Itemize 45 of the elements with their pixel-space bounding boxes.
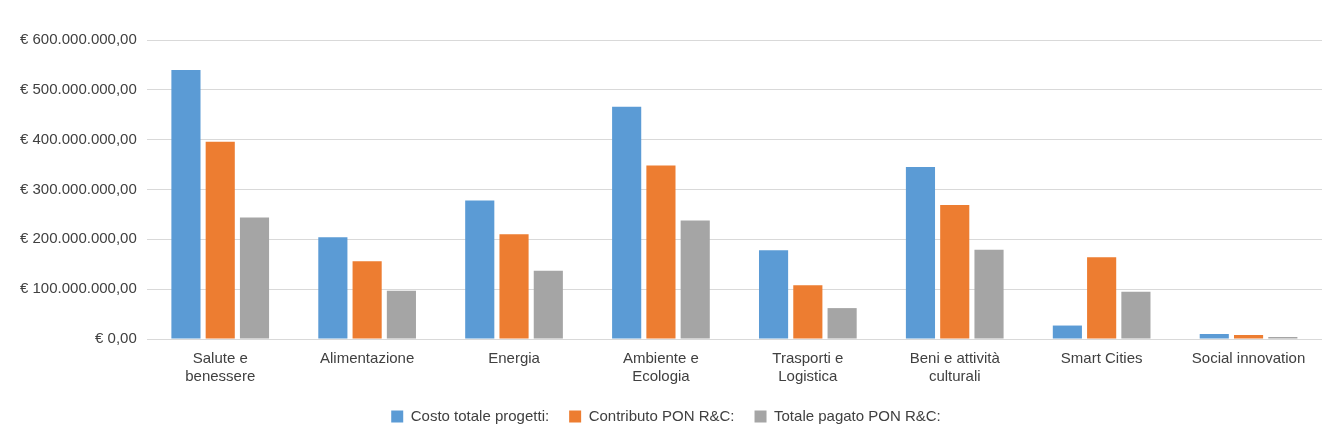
y-tick-label: € 200.000.000,00 <box>20 229 137 247</box>
category-label: Trasporti e <box>772 349 844 367</box>
bar <box>646 165 676 339</box>
legend-label: Totale pagato PON R&C: <box>774 406 941 424</box>
bar <box>205 141 235 339</box>
y-tick-label: € 400.000.000,00 <box>20 129 137 147</box>
y-tick-label: € 600.000.000,00 <box>20 30 137 48</box>
legend-label: Contributo PON R&C: <box>588 406 735 424</box>
category-label: Beni e attività <box>909 349 1000 367</box>
bar <box>759 250 789 339</box>
bar <box>352 261 382 339</box>
y-tick-label: € 300.000.000,00 <box>20 179 137 197</box>
bar <box>171 69 201 339</box>
bar <box>905 167 936 339</box>
bar <box>533 270 563 339</box>
bar <box>499 234 529 339</box>
y-tick-label: € 0,00 <box>95 329 137 347</box>
bar <box>465 200 495 339</box>
bar <box>940 204 970 339</box>
bar <box>612 106 642 339</box>
x-tick-label: Energia <box>488 349 541 367</box>
bar <box>1052 325 1082 339</box>
x-tick-label: Alimentazione <box>320 349 415 367</box>
legend-label: Costo totale progetti: <box>410 406 550 424</box>
category-label: Logistica <box>778 367 838 385</box>
category-label: Ecologia <box>632 367 690 385</box>
bar <box>1121 291 1151 339</box>
bar <box>680 220 710 339</box>
bar <box>1233 335 1264 339</box>
category-label: Salute e <box>192 349 248 367</box>
bar <box>1087 257 1117 339</box>
category-label: culturali <box>928 367 981 385</box>
x-tick-label: Smart Cities <box>1060 349 1143 367</box>
category-label: benessere <box>185 367 256 385</box>
y-tick-label: € 100.000.000,00 <box>20 279 137 297</box>
bar <box>239 217 270 339</box>
bar <box>318 237 348 339</box>
bar <box>827 308 857 339</box>
y-tick-label: € 500.000.000,00 <box>20 79 137 97</box>
bar <box>974 249 1004 339</box>
bar <box>793 285 823 339</box>
category-label: Ambiente e <box>622 349 699 367</box>
x-tick-label: Social innovation <box>1191 349 1306 367</box>
bar <box>1199 334 1229 339</box>
bar <box>386 290 416 339</box>
